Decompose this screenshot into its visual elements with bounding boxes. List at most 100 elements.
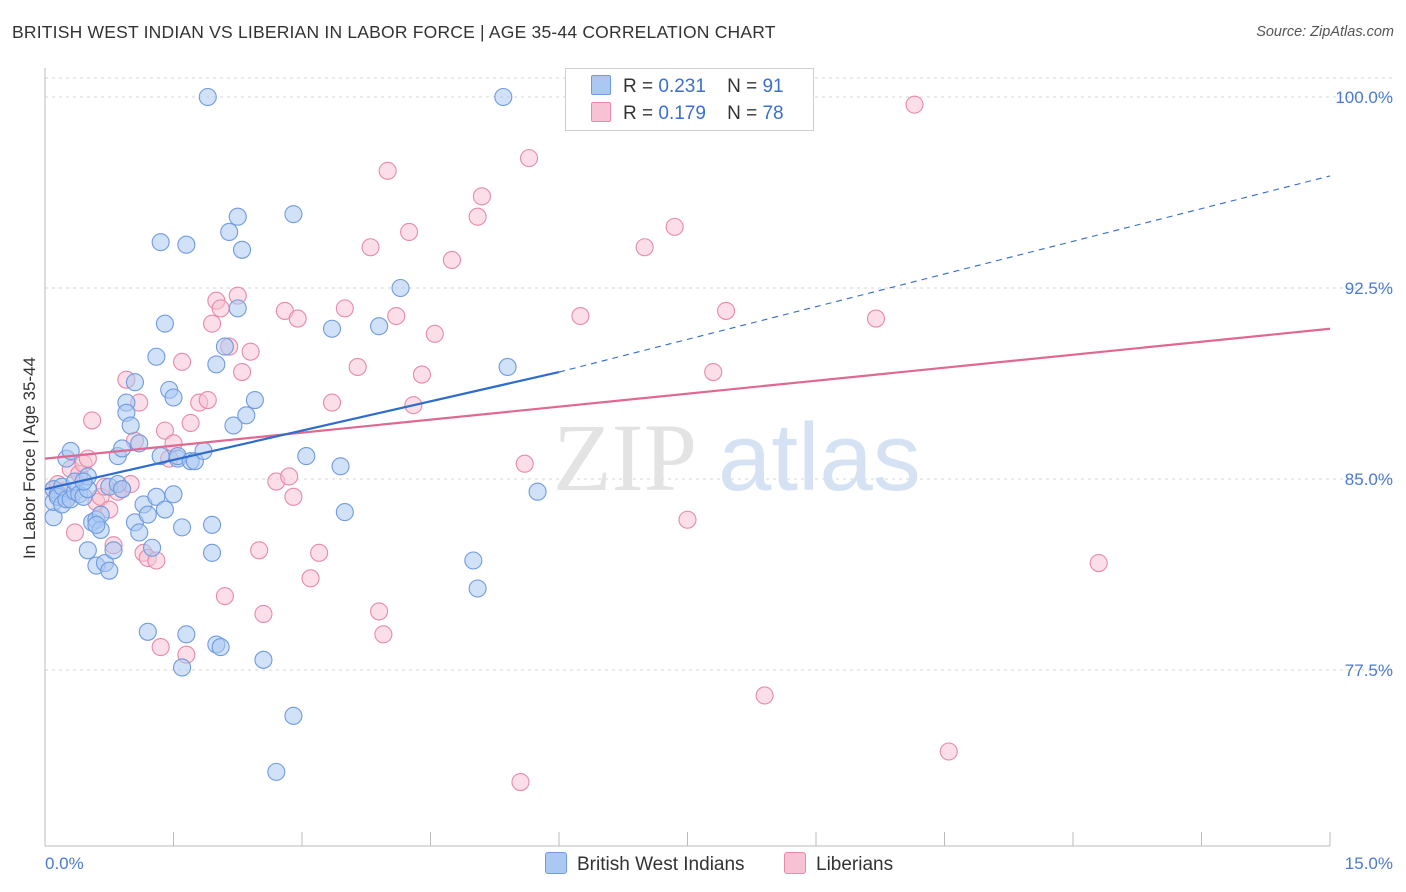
blue-r-label: R =	[623, 76, 654, 97]
british-west-indian-point	[207, 355, 226, 374]
bottom-blue-swatch	[545, 852, 567, 874]
british-west-indian-point	[177, 235, 196, 254]
liberian-point	[939, 742, 958, 761]
blue-n-label: N =	[727, 76, 758, 97]
british-west-indian-point	[155, 500, 174, 519]
british-west-indian-point	[125, 373, 144, 392]
british-west-indian-point	[498, 357, 517, 376]
liberian-point	[716, 301, 736, 320]
british-west-indian-point	[228, 299, 247, 318]
british-west-indian-point	[138, 505, 157, 524]
liberian-point	[310, 543, 329, 562]
liberian-point	[65, 523, 85, 542]
series-british-west-indians	[44, 87, 547, 781]
source-label: Source: ZipAtlas.com	[1256, 24, 1394, 40]
liberian-point	[198, 391, 217, 410]
british-west-indian-point	[151, 233, 170, 252]
british-west-indian-point	[164, 388, 183, 407]
british-west-indian-point	[370, 317, 389, 336]
british-west-indian-point	[211, 638, 230, 657]
tick-labels: 77.5% 85.0% 92.5% 100.0% 0.0% 15.0%	[45, 88, 1393, 873]
blue-n-value: 91	[762, 76, 784, 97]
british-west-indian-point	[494, 87, 513, 107]
liberian-point	[173, 352, 192, 371]
british-west-indian-point	[173, 518, 192, 537]
liberian-point	[241, 342, 260, 361]
pink-swatch	[591, 102, 611, 122]
liberian-point	[378, 161, 397, 180]
british-west-indian-point	[232, 240, 252, 259]
liberian-point	[511, 773, 530, 792]
liberian-point	[335, 299, 354, 318]
british-west-indian-point	[78, 541, 97, 560]
liberian-point	[412, 365, 431, 384]
watermark: ZIP atlas	[553, 404, 921, 511]
british-west-indian-point	[104, 541, 123, 560]
british-west-indian-point	[87, 515, 106, 534]
british-west-indian-point	[143, 538, 162, 557]
british-west-indian-point	[121, 416, 140, 435]
british-west-indian-point	[147, 347, 166, 366]
y-tick-label: 77.5%	[1345, 661, 1393, 680]
liberian-point	[704, 362, 723, 382]
british-west-indian-point	[220, 222, 239, 242]
liberian-point	[203, 314, 222, 333]
liberian-point	[678, 510, 697, 529]
bottom-legend-blue: British West Indians	[545, 852, 745, 876]
liberian-point	[181, 413, 200, 433]
watermark-atlas: atlas	[718, 404, 921, 511]
watermark-zip: ZIP	[553, 404, 697, 511]
bottom-pink-swatch	[784, 852, 806, 874]
liberian-point	[83, 411, 102, 430]
trend-lines	[44, 175, 1331, 491]
pink-r-value: 0.179	[658, 103, 706, 124]
x-tick-label: 15.0%	[1345, 854, 1393, 873]
y-axis-label: In Labor Force | Age 35-44	[20, 357, 39, 559]
british-west-indian-point	[284, 706, 303, 725]
liberian-point	[400, 222, 419, 242]
british-west-indian-point	[267, 762, 286, 781]
liberian-point	[232, 362, 252, 382]
british-west-indian-point	[322, 319, 342, 338]
liberian-point	[374, 625, 393, 644]
liberian-point	[284, 487, 303, 506]
liberian-point	[425, 324, 444, 343]
british-west-indian-point	[228, 207, 247, 226]
legend-row-blue: R = 0.231 N = 91	[591, 75, 784, 99]
liberian-point	[151, 638, 170, 657]
liberian-point	[905, 95, 924, 114]
british-west-indian-point	[245, 391, 264, 410]
british-west-indian-point	[130, 523, 149, 542]
liberian-point	[254, 604, 273, 624]
liberian-point	[250, 541, 269, 560]
british-west-indian-point	[464, 551, 483, 570]
liberian-point	[211, 299, 230, 318]
british-west-indian-point	[155, 314, 174, 333]
liberian-point	[387, 306, 406, 326]
bottom-blue-label: British West Indians	[577, 854, 745, 875]
liberian-point	[468, 207, 487, 226]
british-west-indian-point	[254, 650, 273, 669]
liberian-point	[322, 393, 342, 412]
liberian-point	[155, 421, 174, 440]
british-west-indian-point	[237, 406, 256, 425]
british-west-indian-point	[173, 658, 192, 677]
bottom-pink-label: Liberians	[816, 854, 894, 875]
british-west-indian-point	[331, 457, 350, 476]
british-west-indian-point	[113, 480, 132, 499]
bottom-legend-pink: Liberians	[784, 852, 893, 876]
pink-n-label: N =	[727, 103, 758, 124]
blue-r-value: 0.231	[658, 76, 706, 97]
blue-swatch	[591, 75, 611, 95]
liberian-point	[635, 238, 654, 257]
pink-n-value: 78	[762, 103, 784, 124]
liberian-point	[288, 309, 307, 328]
british-west-indian-point	[164, 485, 183, 504]
pink-r-label: R =	[623, 103, 654, 124]
british-west-indian-point	[100, 561, 119, 580]
liberian-point	[472, 187, 491, 206]
british-west-indian-point	[177, 625, 196, 644]
liberian-point	[1089, 553, 1108, 573]
british-west-indian-point	[113, 439, 132, 458]
liberian-point	[755, 686, 774, 705]
